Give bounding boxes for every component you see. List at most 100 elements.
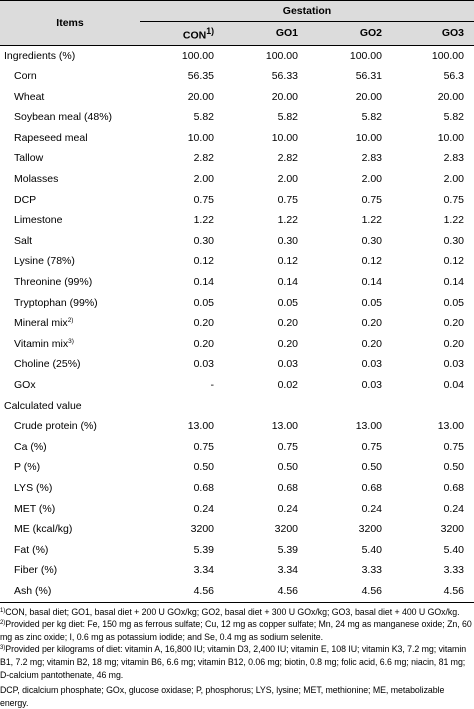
value-cell: 0.75 bbox=[443, 193, 464, 206]
value-cell: 5.40 bbox=[361, 543, 382, 556]
value-cell: 0.12 bbox=[443, 255, 464, 268]
table-row: Wheat 20.00 20.00 20.00 20.00 bbox=[0, 87, 474, 108]
row-label: Corn bbox=[0, 66, 140, 87]
value-cell: 1.22 bbox=[277, 214, 298, 227]
value-cell: 0.75 bbox=[277, 440, 298, 453]
value-cell: 13.00 bbox=[437, 420, 464, 433]
value-cell: 4.56 bbox=[140, 580, 224, 603]
value-cell: 0.14 bbox=[193, 276, 214, 289]
table-row: Corn 56.35 56.33 56.31 56.3 bbox=[0, 66, 474, 87]
row-label-text: DCP bbox=[14, 193, 37, 206]
row-label-text: Wheat bbox=[14, 90, 45, 103]
value-cell: 10.00 bbox=[271, 131, 298, 144]
row-label: DCP bbox=[0, 190, 140, 211]
value-cell: 0.05 bbox=[277, 296, 298, 309]
footnote: 3)Provided per kilograms of diet: vitami… bbox=[0, 643, 472, 681]
value-cell: 2.00 bbox=[361, 173, 382, 186]
footnote-text: CON, basal diet; GO1, basal diet + 200 U… bbox=[5, 606, 460, 617]
value-cell: 3200 bbox=[358, 523, 382, 536]
row-label: Rapeseed meal bbox=[0, 128, 140, 149]
value-cell: 4.56 bbox=[308, 580, 392, 603]
value-cell: 0.68 bbox=[443, 481, 464, 494]
value-cell: 0.68 bbox=[193, 481, 214, 494]
value-cell: 3200 bbox=[190, 523, 214, 536]
value-cell: 56.31 bbox=[355, 70, 382, 83]
value-cell: 1.22 bbox=[193, 214, 214, 227]
row-label: Crude protein (%) bbox=[0, 416, 140, 437]
value-cell: 2.82 bbox=[277, 152, 298, 165]
table-row: Ash (%) 4.56 4.56 4.56 4.56 bbox=[0, 580, 474, 603]
value-cell: 2.00 bbox=[193, 173, 214, 186]
footnote-text: Provided per kg diet: Fe, 150 mg as ferr… bbox=[0, 619, 472, 642]
row-label-text: Ash (%) bbox=[14, 584, 52, 597]
row-label: LYS (%) bbox=[0, 478, 140, 499]
row-label-text: Fat (%) bbox=[14, 543, 49, 556]
value-cell: 1.22 bbox=[361, 214, 382, 227]
value-cell: 0.20 bbox=[277, 337, 298, 350]
row-label-text: GOx bbox=[14, 379, 36, 391]
row-label: Fiber (%) bbox=[0, 560, 140, 581]
table-header: Items Gestation CON1) GO1 GO2 GO3 bbox=[0, 0, 474, 46]
table-row: Rapeseed meal 10.00 10.00 10.00 10.00 bbox=[0, 128, 474, 149]
value-cell: 0.20 bbox=[443, 337, 464, 350]
value-cell: 0.20 bbox=[193, 317, 214, 330]
value-cell: 5.39 bbox=[193, 543, 214, 556]
value-cell: 3.34 bbox=[277, 564, 298, 577]
table-notes: 1)CON, basal diet; GO1, basal diet + 200… bbox=[0, 603, 474, 709]
table-row: LYS (%) 0.68 0.68 0.68 0.68 bbox=[0, 478, 474, 499]
row-label: Tallow bbox=[0, 148, 140, 169]
value-cell: 0.68 bbox=[361, 481, 382, 494]
row-label: Ca (%) bbox=[0, 437, 140, 458]
treatment-header-row: CON1) GO1 GO2 GO3 bbox=[0, 21, 474, 46]
row-label-text: Salt bbox=[14, 234, 33, 247]
row-label-text: Lysine (78%) bbox=[14, 255, 75, 268]
value-cell: 20.00 bbox=[187, 90, 214, 103]
value-cell: 0.24 bbox=[361, 502, 382, 515]
value-cell: 10.00 bbox=[355, 131, 382, 144]
value-cell: 2.83 bbox=[443, 152, 464, 165]
row-label-text: Fiber (%) bbox=[14, 564, 58, 577]
value-cell: 13.00 bbox=[271, 420, 298, 433]
value-cell: 0.50 bbox=[277, 461, 298, 474]
value-cell: 10.00 bbox=[437, 131, 464, 144]
value-cell: 2.83 bbox=[361, 152, 382, 165]
row-label: Mineral mix2) bbox=[0, 313, 140, 334]
value-cell: 13.00 bbox=[355, 420, 382, 433]
value-cell: 3200 bbox=[274, 523, 298, 536]
row-label: Salt bbox=[0, 231, 140, 252]
row-label: GOx bbox=[0, 375, 140, 396]
row-label: Molasses bbox=[0, 169, 140, 190]
value-cell: 0.14 bbox=[277, 276, 298, 289]
row-label: Choline (25%) bbox=[0, 354, 140, 375]
row-label-text: Mineral mix bbox=[14, 317, 68, 330]
value-cell: 0.68 bbox=[277, 481, 298, 494]
row-label-text: Molasses bbox=[14, 173, 59, 186]
row-label-text: Tallow bbox=[14, 152, 44, 165]
table-row: MET (%) 0.24 0.24 0.24 0.24 bbox=[0, 499, 474, 520]
table-body: Ingredients (%) 100.00 100.00 100.00 100.00 C… bbox=[0, 45, 474, 603]
abbreviations-note: DCP, dicalcium phosphate; GOx, glucose o… bbox=[0, 685, 445, 708]
value-cell: 56.35 bbox=[187, 70, 214, 83]
row-label-text: Ca (%) bbox=[14, 440, 47, 453]
row-label-text: P (%) bbox=[14, 461, 41, 474]
value-cell: 56.33 bbox=[271, 70, 298, 83]
row-label: Threonine (99%) bbox=[0, 272, 140, 293]
value-cell: 5.40 bbox=[443, 543, 464, 556]
value-cell bbox=[392, 396, 474, 417]
value-cell: 3200 bbox=[440, 523, 464, 536]
value-cell: 13.00 bbox=[187, 420, 214, 433]
row-label-text: Ingredients (%) bbox=[4, 49, 76, 62]
value-cell: 0.12 bbox=[361, 255, 382, 268]
treatment-header-go3: GO3 bbox=[392, 21, 474, 46]
value-cell: 0.75 bbox=[361, 440, 382, 453]
value-cell: 0.20 bbox=[361, 337, 382, 350]
value-cell: 2.82 bbox=[193, 152, 214, 165]
value-cell: 0.20 bbox=[443, 317, 464, 330]
value-cell: 0.24 bbox=[277, 502, 298, 515]
treatment-header-con: CON1) bbox=[140, 21, 224, 46]
diet-composition-table: Items Gestation CON1) GO1 GO2 GO3 Ingredien… bbox=[0, 0, 474, 603]
row-label: Calculated value bbox=[0, 396, 140, 417]
table-row: Molasses 2.00 2.00 2.00 2.00 bbox=[0, 169, 474, 190]
table-row: Soybean meal (48%) 5.82 5.82 5.82 5.82 bbox=[0, 107, 474, 128]
value-cell: 0.20 bbox=[361, 317, 382, 330]
